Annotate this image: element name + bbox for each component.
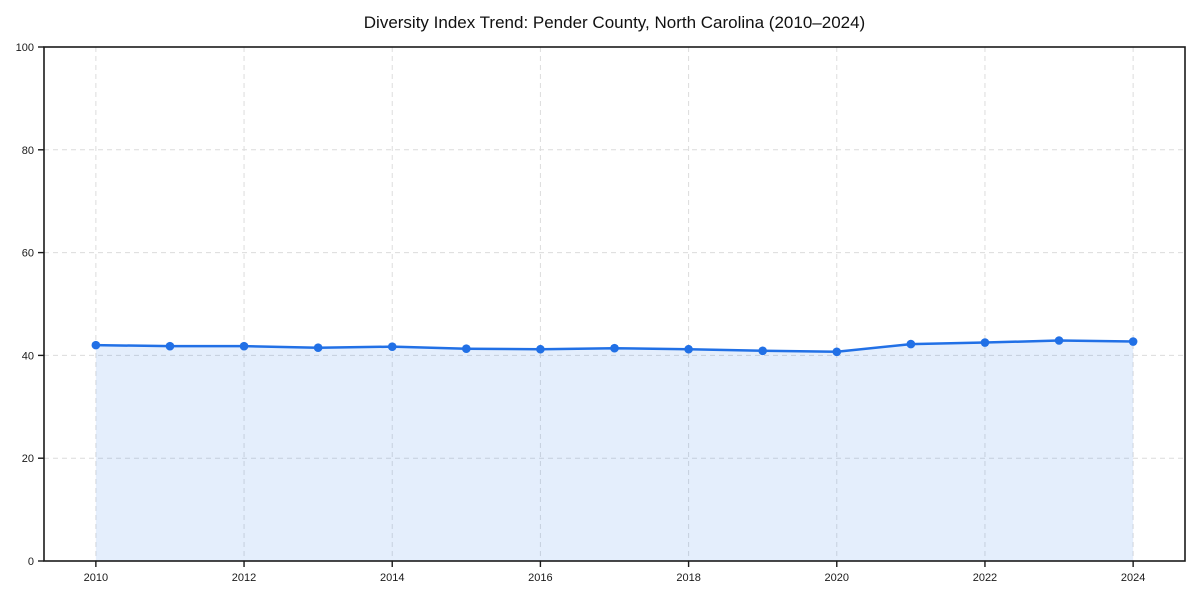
x-tick-label: 2012 bbox=[232, 572, 256, 584]
data-point-2021 bbox=[906, 339, 916, 349]
data-point-2023 bbox=[1054, 336, 1064, 345]
x-tick-label: 2024 bbox=[1121, 572, 1145, 584]
data-point-2015 bbox=[462, 344, 471, 354]
data-point-2016 bbox=[536, 344, 545, 354]
data-point-2017 bbox=[610, 343, 619, 353]
y-tick-label: 60 bbox=[22, 248, 34, 260]
x-tick-label: 2016 bbox=[528, 572, 552, 584]
data-point-2020 bbox=[832, 347, 842, 357]
data-point-2019 bbox=[758, 346, 767, 356]
y-tick-label: 40 bbox=[22, 350, 34, 362]
area-fill bbox=[95, 340, 1134, 561]
x-tick-label: 2022 bbox=[973, 572, 997, 584]
data-point-2018 bbox=[684, 344, 693, 354]
x-tick-label: 2020 bbox=[825, 572, 849, 584]
data-point-2013 bbox=[313, 343, 323, 352]
chart-title: Diversity Index Trend: Pender County, No… bbox=[363, 13, 866, 32]
data-point-2011 bbox=[165, 341, 175, 351]
data-point-2014 bbox=[387, 342, 397, 351]
y-tick-label: 100 bbox=[16, 42, 34, 54]
y-tick-label: 20 bbox=[22, 453, 34, 465]
x-tick-label: 2014 bbox=[380, 572, 404, 584]
data-point-2012 bbox=[239, 341, 249, 351]
data-point-2024 bbox=[1128, 337, 1138, 346]
data-point-2010 bbox=[91, 340, 101, 350]
data-point-2022 bbox=[980, 338, 990, 347]
x-tick-label: 2010 bbox=[84, 572, 108, 584]
y-tick-label: 0 bbox=[28, 556, 34, 568]
plot-border bbox=[43, 46, 1186, 562]
x-tick-label: 2018 bbox=[676, 572, 700, 584]
y-tick-label: 80 bbox=[22, 145, 34, 157]
